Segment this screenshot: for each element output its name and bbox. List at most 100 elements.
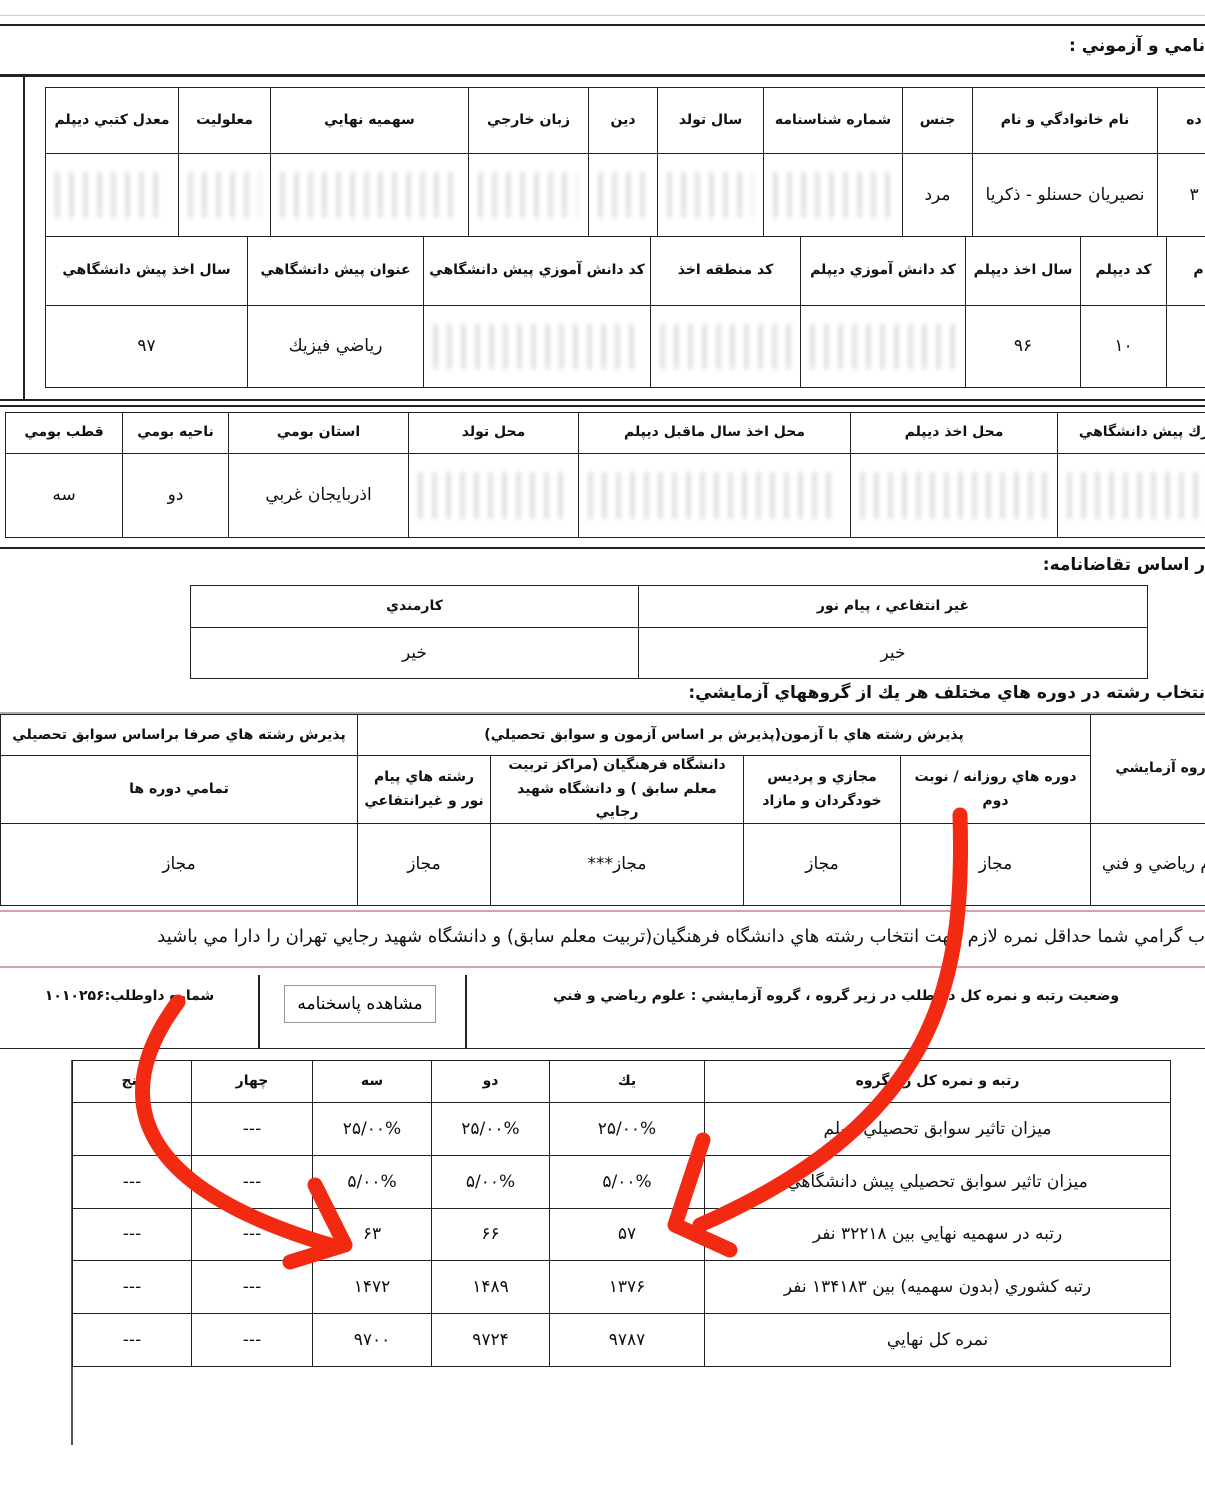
results-cell-text: ۱۳۷۶ <box>608 1276 646 1297</box>
selection-exam-header: پذيرش رشته هاي با آزمون(پذيرش بر اساس آز… <box>357 714 1091 756</box>
redacted-blur <box>774 172 892 218</box>
location-header-text: رك پيش دانشگاهي <box>1078 424 1205 441</box>
results-cell: ۹۷۲۴ <box>431 1313 550 1367</box>
personal-header: سال اخذ ديپلم <box>965 236 1081 306</box>
redacted-blur <box>281 172 458 218</box>
selection-group-header: روه آزمايشي <box>1090 714 1205 824</box>
location-value: اذربايجان غربي <box>228 453 409 538</box>
request-header: غير انتفاعي ، پيام نور <box>638 585 1148 628</box>
personal-header: عنوان پيش دانشگاهي <box>247 236 424 306</box>
selection-record-header-text: پذيرش رشته هاي صرفا براساس سوابق تحصيلي <box>12 726 346 743</box>
location-header-text: استان بومي <box>276 424 361 441</box>
results-cell: --- <box>72 1208 192 1261</box>
selection-group-value: وم رياضي و فني <box>1090 823 1205 906</box>
redacted-blur <box>1068 472 1205 519</box>
results-cell-text: --- <box>122 1329 142 1350</box>
personal-header: معلوليت <box>178 87 271 154</box>
request-value: خير <box>638 627 1148 679</box>
location-value-text: اذربايجان غربي <box>265 485 372 506</box>
status-text: وضعيت رتبه و نمره كل داوطلب در زير گروه … <box>552 988 1120 1004</box>
location-value: دو <box>122 453 229 538</box>
selection-value-text: مجاز <box>162 854 196 875</box>
location-value <box>578 453 851 538</box>
results-header-text: دو <box>482 1072 499 1089</box>
results-cell: رتبه در سهميه نهايي بين ۳۲۲۱۸ نفر <box>704 1208 1171 1261</box>
results-cell: --- <box>191 1208 313 1261</box>
location-header-text: محل تولد <box>461 424 526 441</box>
results-header: سه <box>312 1060 432 1103</box>
personal-header: نام خانوادگي و نام <box>972 87 1158 154</box>
personal-header: معدل كتبي ديپلم <box>45 87 179 154</box>
results-cell-text: --- <box>122 1276 142 1297</box>
results-cell: ۱۴۷۲ <box>312 1260 432 1314</box>
results-header-text: يك <box>617 1072 637 1089</box>
personal-header: كد دانش آموزي ديپلم <box>800 236 966 306</box>
personal-header-text: سال اخذ ديپلم <box>973 262 1073 279</box>
results-cell-text: نمره كل نهايي <box>886 1329 989 1350</box>
redacted-blur <box>811 324 955 369</box>
selection-value-text: مجاز <box>407 854 441 875</box>
selection-value-text: مجاز <box>805 854 839 875</box>
results-header: دو <box>431 1060 550 1103</box>
request-value: خير <box>190 627 639 679</box>
results-cell <box>72 1102 192 1156</box>
results-header: رتبه و نمره كل زيرگروه <box>704 1060 1171 1103</box>
request-header-text: غير انتفاعي ، پيام نور <box>816 597 970 614</box>
selection-value: مجاز <box>900 823 1091 906</box>
personal-value <box>800 305 966 388</box>
location-value-text: دو <box>167 485 184 506</box>
results-cell: --- <box>191 1102 313 1156</box>
personal-header-text: كد منطقه اخذ <box>677 262 774 279</box>
rule <box>0 74 1205 77</box>
personal-header-text: نام خانوادگي و نام <box>1000 111 1130 128</box>
selection-subheader: مجازي و پرديس خودگردان و مازاد <box>743 755 901 824</box>
results-cell-text: ۹۷۰۰ <box>353 1329 391 1350</box>
results-cell-text: رتبه در سهميه نهايي بين ۳۲۲۱۸ نفر <box>812 1224 1063 1245</box>
rule <box>0 405 1205 407</box>
results-cell: ۲۵/۰۰% <box>431 1102 550 1156</box>
candidate-number: شماره داوطلب:۱۰۱۰۲۵۶ <box>44 988 215 1004</box>
results-cell: ۹۷۸۷ <box>549 1313 705 1367</box>
location-header-text: قطب بومي <box>24 424 104 441</box>
selection-subheader: دوره هاي روزانه / نوبت دوم <box>900 755 1091 824</box>
results-cell-text: ۲۵/۰۰% <box>342 1118 402 1139</box>
section-title-personal: نامي و آزموني : <box>1069 36 1205 56</box>
results-cell-text: رتبه كشوري (بدون سهميه) بين ۱۳۴۱۸۳ نفر <box>783 1276 1092 1297</box>
results-cell: --- <box>72 1313 192 1367</box>
selection-value: مجاز <box>0 823 358 906</box>
results-cell-text: ۹۷۲۴ <box>472 1329 509 1350</box>
results-cell-text: ۱۴۷۲ <box>353 1276 391 1297</box>
results-cell: ۲۵/۰۰% <box>312 1102 432 1156</box>
results-cell-text: ۱۴۸۹ <box>472 1276 509 1297</box>
location-value <box>408 453 579 538</box>
personal-header-text: شماره شناسنامه <box>774 111 892 128</box>
personal-value-text: ۱۰ <box>1114 336 1133 357</box>
personal-header: شماره شناسنامه <box>763 87 903 154</box>
personal-value <box>1166 305 1205 388</box>
results-cell: ۱۴۸۹ <box>431 1260 550 1314</box>
personal-header-text: جنس <box>919 111 956 128</box>
results-header: پنج <box>72 1060 192 1103</box>
selection-exam-header-text: پذيرش رشته هاي با آزمون(پذيرش بر اساس آز… <box>484 726 964 743</box>
view-answer-sheet-button[interactable]: مشاهده پاسخنامه <box>284 985 436 1023</box>
selection-subheader-text: دوره هاي روزانه / نوبت دوم <box>914 768 1077 809</box>
personal-header-text: معلوليت <box>196 111 253 128</box>
redacted-blur <box>861 472 1047 519</box>
results-cell: --- <box>191 1155 313 1209</box>
location-value-text: سه <box>52 485 76 506</box>
location-header-text: ناحيه بومي <box>137 424 214 441</box>
selection-subheader-text: رشته هاي پيام نور و غيرانتفاعي <box>364 768 484 809</box>
redacted-blur <box>661 324 790 369</box>
results-cell: ۵/۰۰% <box>549 1155 705 1209</box>
results-cell-text: ۲۵/۰۰% <box>461 1118 520 1139</box>
personal-header: كد منطقه اخذ <box>650 236 801 306</box>
personal-header: جنس <box>902 87 973 154</box>
personal-value-text: مرد <box>924 184 951 205</box>
personal-header-text: ده <box>1186 111 1202 128</box>
location-value: سه <box>5 453 123 538</box>
personal-value: ۹۷ <box>45 305 248 388</box>
personal-header: كد ديپلم <box>1080 236 1167 306</box>
results-cell: ۲۵/۰۰% <box>549 1102 705 1156</box>
rule <box>0 547 1205 549</box>
results-header: يك <box>549 1060 705 1103</box>
